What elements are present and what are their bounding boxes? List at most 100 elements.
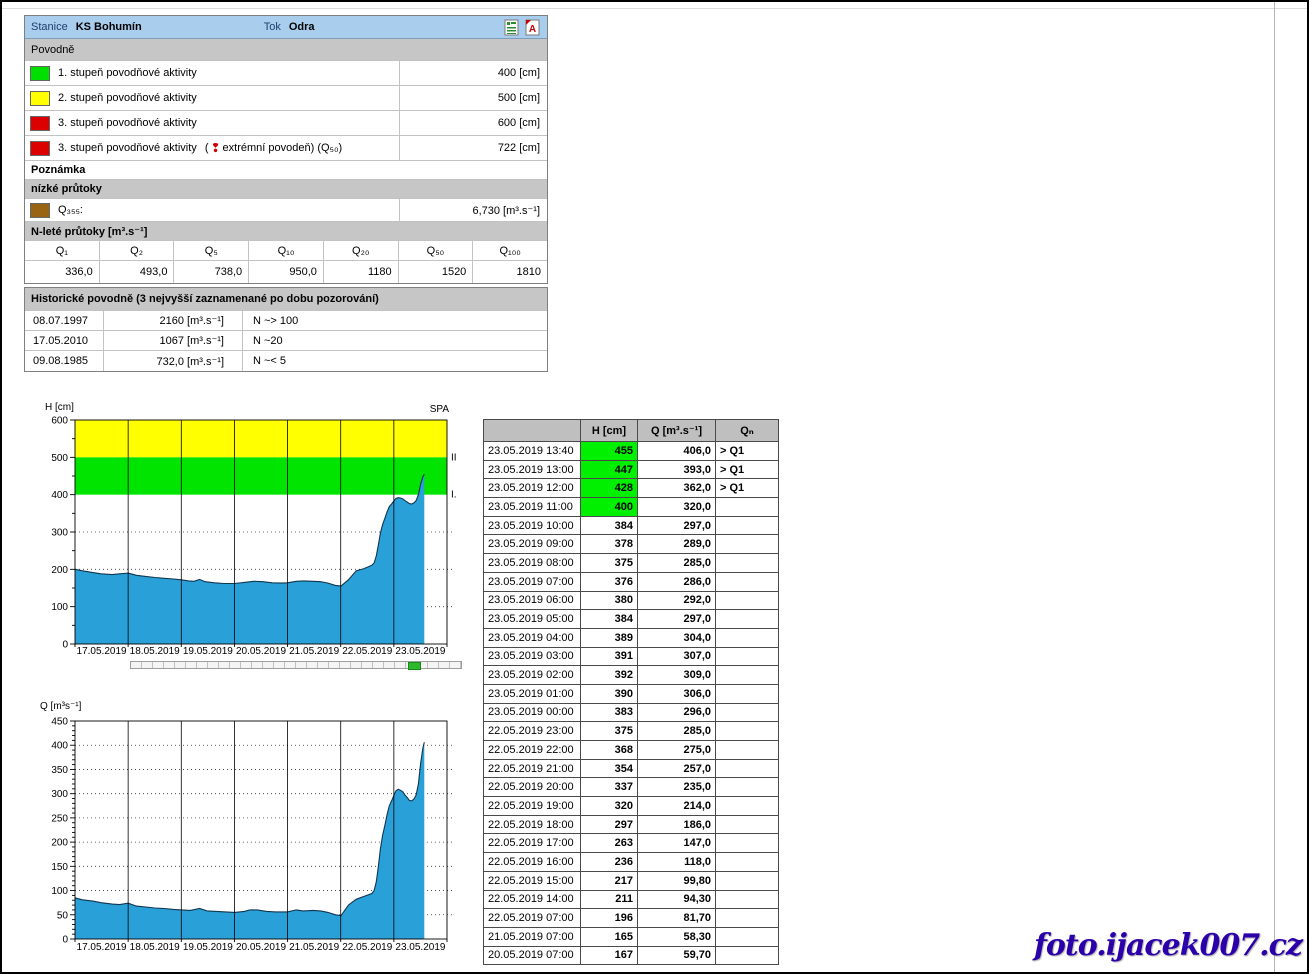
flood-level-label: 3. stupeň povodňové aktivity <box>58 117 197 129</box>
watermark: foto.ijacek007.cz :-) <box>1034 928 1307 963</box>
extreme-flood-warning-icon: ❢ <box>210 141 221 155</box>
cell-q: 147,0 <box>637 833 716 854</box>
svg-text:0: 0 <box>62 640 68 651</box>
n-year-col-header: Q₁₀₀ <box>499 244 521 257</box>
table-row: 22.05.2019 21:00 354 257,0 <box>483 758 779 779</box>
cell-time: 23.05.2019 10:00 <box>483 515 581 536</box>
n-year-col-header: Q₅ <box>174 241 250 260</box>
cell-h: 380 <box>580 590 638 611</box>
cell-q: 309,0 <box>637 665 716 685</box>
river-label: Tok <box>263 21 281 33</box>
cell-time: 23.05.2019 13:40 <box>483 441 581 461</box>
cell-qn <box>715 852 779 872</box>
flood-level-extra: extrémní povodeň) (Q₅₀) <box>222 142 343 154</box>
n-year-value: 1180 <box>324 261 399 283</box>
table-row: 22.05.2019 18:00 297 186,0 <box>483 814 779 835</box>
cell-h: 384 <box>580 515 638 536</box>
svg-text:300: 300 <box>51 789 68 800</box>
cell-time: 23.05.2019 13:00 <box>483 459 581 480</box>
cell-q: 297,0 <box>637 515 716 536</box>
report-icon[interactable] <box>503 19 520 36</box>
table-row: 23.05.2019 10:00 384 297,0 <box>483 515 779 536</box>
cell-h: 389 <box>580 627 638 648</box>
table-row: 22.05.2019 19:00 320 214,0 <box>483 796 779 816</box>
low-flow-label: Q₃₅₅: <box>58 204 83 216</box>
svg-text:H [cm]: H [cm] <box>45 402 74 413</box>
cell-h: 392 <box>580 665 638 685</box>
cell-time: 23.05.2019 01:00 <box>483 683 581 704</box>
col-header-q: Q [m³.s⁻¹] <box>637 419 716 442</box>
n-year-col-header: Q₂₀ <box>324 241 399 260</box>
cell-qn <box>715 814 779 835</box>
svg-text:I.: I. <box>451 490 456 501</box>
cell-q: 292,0 <box>637 590 716 611</box>
table-row: 23.05.2019 08:00 375 285,0 <box>483 553 779 573</box>
historic-flow: 1067 [m³.s⁻¹] <box>103 331 243 350</box>
cell-q: 285,0 <box>637 553 716 573</box>
svg-text:50: 50 <box>57 910 69 921</box>
svg-text:100: 100 <box>51 886 68 897</box>
n-year-col-header: Q₂ <box>100 241 175 260</box>
table-row: 22.05.2019 14:00 211 94,30 <box>483 889 779 910</box>
cell-h: 384 <box>580 609 638 629</box>
flood-level-row: 3. stupeň povodňové aktivity 600 [cm] <box>25 111 547 136</box>
table-row: 22.05.2019 22:00 368 275,0 <box>483 740 779 760</box>
cell-time: 23.05.2019 02:00 <box>483 665 581 685</box>
cell-time: 22.05.2019 16:00 <box>483 852 581 872</box>
cell-qn <box>715 833 779 854</box>
historic-n-value: N ~< 5 <box>253 355 287 367</box>
svg-text:200: 200 <box>51 565 68 576</box>
historic-date: 08.07.1997 <box>33 314 89 327</box>
cell-qn <box>715 683 779 704</box>
historic-floods-panel: Historické povodně (3 nejvyšší zaznamena… <box>24 287 548 372</box>
flood-level-label: 2. stupeň povodňové aktivity <box>58 92 197 104</box>
flood-level-value: 722 [cm] <box>399 136 547 160</box>
n-year-value: 336,0 <box>25 261 100 283</box>
historic-n-value: N ~20 <box>253 334 283 347</box>
n-year-col-header: Q₁ <box>25 241 100 260</box>
n-year-value: 493,0 <box>100 261 175 283</box>
cell-q: 286,0 <box>637 571 716 592</box>
svg-text:SPA: SPA <box>430 404 450 415</box>
svg-text:0: 0 <box>62 935 68 946</box>
table-row: 22.05.2019 17:00 263 147,0 <box>483 833 779 854</box>
flood-level-3-swatch <box>30 115 50 131</box>
historic-date: 09.08.1985 <box>33 355 89 367</box>
svg-text:22.05.2019: 22.05.2019 <box>342 942 392 953</box>
cell-time: 22.05.2019 20:00 <box>483 777 581 798</box>
timeline-slider-thumb[interactable] <box>408 662 422 670</box>
svg-text:200: 200 <box>51 838 68 849</box>
svg-text:23.05.2019: 23.05.2019 <box>395 942 445 953</box>
cell-time: 22.05.2019 15:00 <box>483 870 581 891</box>
low-flow-row: Q₃₅₅: 6,730 [m³.s⁻¹] <box>25 199 547 222</box>
flood-level-1-swatch <box>30 65 50 81</box>
station-header: Stanice KS Bohumín Tok Odra A <box>25 16 547 39</box>
cell-q: 285,0 <box>637 721 716 741</box>
cell-qn <box>715 777 779 798</box>
timeline-slider[interactable] <box>130 661 462 670</box>
cell-q: 304,0 <box>637 627 716 648</box>
cell-qn <box>715 665 779 685</box>
low-flow-swatch <box>30 202 50 218</box>
cell-time: 23.05.2019 05:00 <box>483 609 581 629</box>
table-row: 23.05.2019 06:00 380 292,0 <box>483 590 779 611</box>
n-year-value: 738,0 <box>174 261 250 283</box>
table-row: 22.05.2019 15:00 217 99,80 <box>483 870 779 891</box>
table-row: 23.05.2019 13:40 455 406,0 > Q1 <box>483 441 779 461</box>
table-row: 23.05.2019 05:00 384 297,0 <box>483 609 779 629</box>
svg-text:22.05.2019: 22.05.2019 <box>342 646 392 657</box>
cell-h: 390 <box>580 683 638 704</box>
cell-h: 376 <box>580 571 638 592</box>
cell-qn <box>715 515 779 536</box>
cell-q: 59,70 <box>637 945 716 966</box>
svg-text:17.05.2019: 17.05.2019 <box>77 942 127 953</box>
cell-h: 378 <box>580 534 638 555</box>
cell-time: 23.05.2019 08:00 <box>483 553 581 573</box>
pdf-icon[interactable]: A <box>524 19 541 36</box>
n-year-value: 950,0 <box>249 261 324 283</box>
historic-floods-title: Historické povodně (3 nejvyšší zaznamena… <box>25 288 547 311</box>
table-row: 23.05.2019 01:00 390 306,0 <box>483 683 779 704</box>
cell-qn <box>715 702 779 723</box>
cell-time: 22.05.2019 21:00 <box>483 758 581 779</box>
stage-chart: 0 100 200 300 400 500 600 17.05.2019 18.05.2019 1… <box>45 402 456 657</box>
